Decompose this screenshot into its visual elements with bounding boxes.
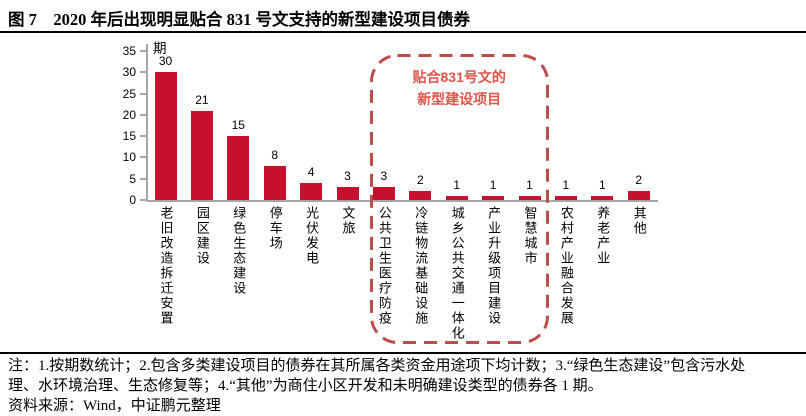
note-line-1: 注：1.按期数统计；2.包含多类建设项目的债券在其所属各类资金用途项下均计数；3… <box>8 358 746 374</box>
note-line-2: 理、水环境治理、生态修复等；4.“其他”为商住小区开发和未明确建设类型的债券各 … <box>8 378 603 394</box>
bar-value-label: 8 <box>271 148 279 162</box>
bar <box>336 187 359 200</box>
source-line: 资料来源：Wind，中证鹏元整理 <box>8 398 221 414</box>
y-tick-label: 20 <box>122 107 136 122</box>
y-tick-label: 25 <box>122 86 136 101</box>
y-axis-unit-label: 期 <box>153 41 167 56</box>
bar-value-label: 1 <box>562 178 570 192</box>
category-label: 文旅 <box>340 206 356 236</box>
y-tick-label: 15 <box>122 129 136 144</box>
y-tick-label: 35 <box>122 43 136 58</box>
bar <box>627 191 650 200</box>
bar-value-label: 2 <box>416 173 424 187</box>
bar-value-label: 1 <box>489 178 497 192</box>
y-axis-tick <box>140 49 147 52</box>
bar <box>190 111 213 200</box>
category-label: 其他 <box>631 206 647 236</box>
bar <box>445 196 468 200</box>
bar-value-label: 3 <box>344 169 351 183</box>
bar-value-label: 2 <box>635 173 643 187</box>
bar <box>554 196 577 200</box>
x-axis-line <box>146 200 658 202</box>
bar-value-label: 1 <box>526 178 533 192</box>
y-tick-label: 10 <box>122 150 136 165</box>
category-label: 绿色生态建设 <box>231 206 247 296</box>
category-label: 养老产业 <box>595 206 611 266</box>
bar <box>154 72 177 200</box>
bar <box>227 136 250 200</box>
bar <box>372 187 395 200</box>
category-label: 老旧改造拆迁安置 <box>158 206 174 326</box>
y-tick-label: 5 <box>129 171 136 186</box>
category-label: 城乡公共交通一体化 <box>449 206 465 341</box>
y-axis-tick <box>140 135 147 138</box>
bar <box>591 196 614 200</box>
title-divider <box>0 31 806 33</box>
category-label: 农村产业融合发展 <box>558 206 574 326</box>
category-label: 光伏发电 <box>304 206 320 266</box>
bar <box>300 183 323 200</box>
bar <box>518 196 541 200</box>
bar <box>482 196 505 200</box>
y-axis-tick <box>140 177 147 180</box>
y-tick-label: 30 <box>122 65 136 80</box>
bar-value-label: 1 <box>453 178 461 192</box>
annotation-box <box>369 54 549 344</box>
bar-value-label: 4 <box>307 165 315 179</box>
category-label: 冷链物流基础设施 <box>413 206 429 326</box>
bar <box>409 191 432 200</box>
y-axis-tick <box>140 92 147 95</box>
y-axis-tick <box>140 156 147 159</box>
bar-value-label: 15 <box>231 118 245 132</box>
category-label: 公共卫生医疗防疫 <box>376 206 392 326</box>
bar-value-label: 21 <box>195 93 209 107</box>
bar-value-label: 3 <box>380 169 388 183</box>
chart-area: 期 0 5 10 15 20 25 30 35 30 老旧改造拆迁安置 21 园区建设 15 绿色生态建设… <box>0 36 806 352</box>
category-label: 智慧城市 <box>522 206 538 266</box>
category-label: 停车场 <box>267 206 283 251</box>
annotation-text: 贴合831号文的 新型建设项目 <box>370 66 549 110</box>
y-axis-line <box>146 44 148 202</box>
footnotes: 注：1.按期数统计；2.包含多类建设项目的债券在其所属各类资金用途项下均计数；3… <box>0 352 806 416</box>
category-label: 产业升级项目建设 <box>486 206 502 326</box>
bar-value-label: 1 <box>598 178 606 192</box>
bar <box>263 166 286 200</box>
y-axis-tick <box>140 199 147 201</box>
figure-title: 图 7 2020 年后出现明显贴合 831 号文支持的新型建设项目债券 <box>8 10 470 29</box>
annotation-line-1: 贴合831号文的 <box>412 69 506 85</box>
y-axis-tick <box>140 113 147 116</box>
y-axis-tick <box>140 71 147 74</box>
category-label: 园区建设 <box>194 206 210 266</box>
y-tick-label: 0 <box>129 193 136 207</box>
bar-value-label: 30 <box>158 54 173 68</box>
annotation-line-2: 新型建设项目 <box>417 91 502 107</box>
